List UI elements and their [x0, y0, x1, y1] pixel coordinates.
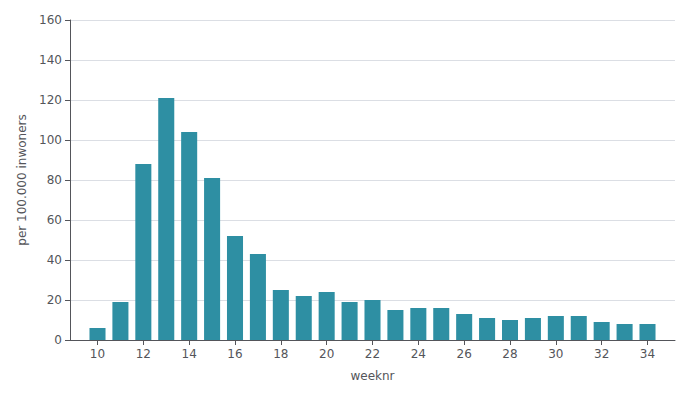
svg-text:12: 12	[136, 347, 151, 361]
svg-text:26: 26	[457, 347, 472, 361]
svg-text:weeknr: weeknr	[350, 369, 394, 383]
svg-text:0: 0	[54, 333, 62, 347]
svg-text:120: 120	[39, 93, 62, 107]
svg-text:18: 18	[273, 347, 288, 361]
svg-text:80: 80	[47, 173, 62, 187]
svg-text:28: 28	[502, 347, 517, 361]
svg-text:20: 20	[47, 293, 62, 307]
svg-text:22: 22	[365, 347, 380, 361]
svg-text:32: 32	[594, 347, 609, 361]
svg-text:60: 60	[47, 213, 62, 227]
svg-text:14: 14	[182, 347, 197, 361]
svg-text:20: 20	[319, 347, 334, 361]
svg-text:140: 140	[39, 53, 62, 67]
svg-text:16: 16	[227, 347, 242, 361]
svg-text:40: 40	[47, 253, 62, 267]
svg-text:30: 30	[548, 347, 563, 361]
svg-text:per 100.000 inwoners: per 100.000 inwoners	[15, 114, 29, 245]
svg-text:160: 160	[39, 13, 62, 27]
svg-text:34: 34	[640, 347, 655, 361]
svg-text:10: 10	[90, 347, 105, 361]
svg-text:24: 24	[411, 347, 426, 361]
svg-text:100: 100	[39, 133, 62, 147]
